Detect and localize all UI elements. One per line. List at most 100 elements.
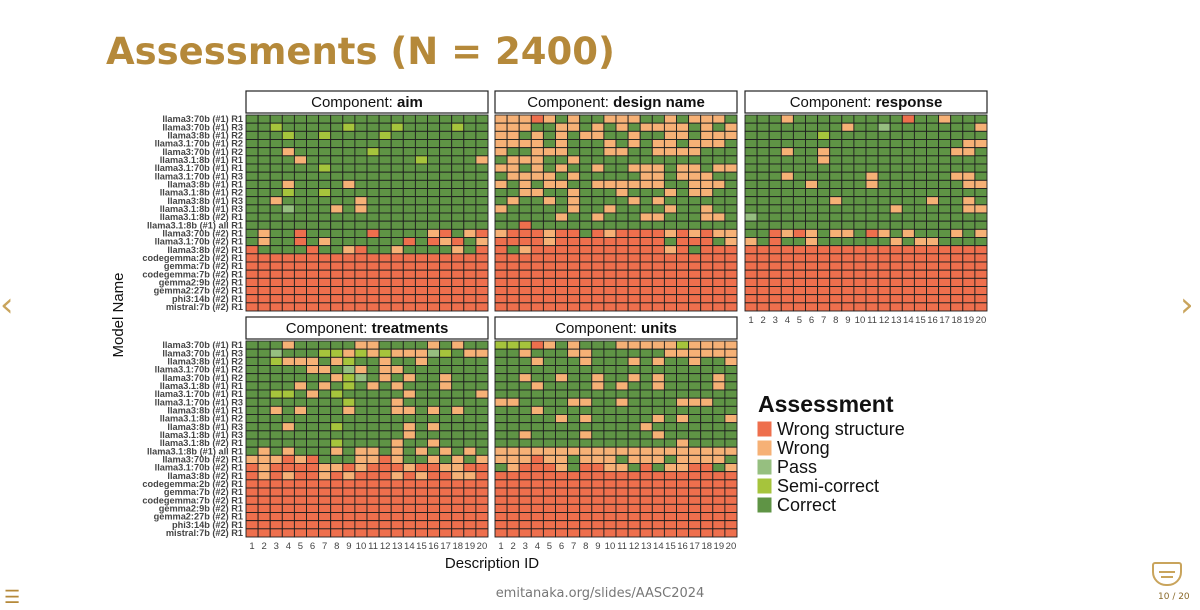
- hamburger-icon[interactable]: ☰: [4, 587, 21, 607]
- heatmap-cell: response | llama3.1:70b (#1) R2 | 7 | Co…: [817, 139, 831, 149]
- heatmap-cell: units | gemma2:9b (#2) R1 | 7 | Wrong st…: [567, 503, 581, 513]
- heatmap-cell: aim | llama3:8b (#1) R1 | 18 | Correct: [451, 179, 465, 189]
- heatmap-cell: units | llama3:70b (#2) R1 | 3 | Wrong: [518, 454, 532, 464]
- heatmap-cell: treatments | llama3.1:70b (#1) R2 | 8 | …: [330, 365, 344, 375]
- heatmap-cell: units | llama3:70b (#1) R2 | 11 | Correc…: [615, 373, 629, 383]
- heatmap-cell: units | gemma2:9b (#2) R1 | 12 | Wrong s…: [627, 503, 641, 513]
- heatmap-cell: treatments | mistral:7b (#2) R1 | 20 | W…: [475, 528, 489, 538]
- heatmap-cell: aim | llama3:70b (#2) R1 | 6 | Correct: [306, 228, 320, 238]
- heatmap-cell: units | llama3:70b (#1) R3 | 11 | Correc…: [615, 348, 629, 358]
- heatmap-cell: design name | llama3:8b (#2) R1 | 5 | Wr…: [542, 245, 556, 255]
- heatmap-cell: aim | llama3:8b (#1) R2 | 19 | Correct: [463, 130, 477, 140]
- heatmap-cell: design name | llama3.1:70b (#1) R3 | 9 |…: [591, 171, 605, 181]
- heatmap-cell: response | mistral:7b (#2) R1 | 20 | Wro…: [974, 302, 988, 312]
- heatmap-cell: design name | phi3:14b (#2) R1 | 20 | Wr…: [724, 294, 738, 304]
- heatmap-cell: aim | llama3:8b (#1) R2 | 3 | Correct: [269, 130, 283, 140]
- heatmap-cell: aim | llama3.1:70b (#1) R2 | 12 | Correc…: [378, 139, 392, 149]
- heatmap-cell: design name | llama3:70b (#1) R2 | 17 | …: [688, 147, 702, 157]
- heatmap-cell: response | llama3.1:8b (#1) R1 | 11 | Co…: [865, 155, 879, 165]
- heatmap-cell: design name | llama3:70b (#2) R1 | 4 | W…: [530, 228, 544, 238]
- heatmap-cell: response | llama3:70b (#1) R3 | 5 | Corr…: [792, 122, 806, 132]
- heatmap-cell: treatments | llama3:8b (#1) R1 | 6 | Cor…: [306, 405, 320, 415]
- heatmap-cell: response | gemma2:9b (#2) R1 | 4 | Wrong…: [780, 277, 794, 287]
- footer-url[interactable]: emitanaka.org/slides/AASC2024: [495, 586, 705, 601]
- heatmap-cell: units | gemma2:27b (#2) R1 | 19 | Wrong …: [712, 512, 726, 522]
- heatmap-cell: units | mistral:7b (#2) R1 | 2 | Wrong s…: [506, 528, 520, 538]
- heatmap-cell: response | llama3:8b (#1) R3 | 3 | Corre…: [768, 196, 782, 206]
- heatmap-cell: treatments | llama3.1:70b (#1) R3 | 13 |…: [390, 397, 404, 407]
- heatmap-cell: treatments | llama3.1:8b (#1) R3 | 20 | …: [475, 430, 489, 440]
- heatmap-cell: response | llama3:8b (#2) R1 | 18 | Wron…: [950, 245, 964, 255]
- heatmap-cell: treatments | llama3:70b (#1) R3 | 14 | W…: [402, 348, 416, 358]
- heatmap-cell: design name | llama3:8b (#1) R2 | 10 | C…: [603, 130, 617, 140]
- heatmap-cell: design name | llama3.1:70b (#1) R3 | 19 …: [712, 171, 726, 181]
- heatmap-cell: response | llama3:70b (#2) R1 | 4 | Wron…: [780, 228, 794, 238]
- legend-swatch: [756, 477, 773, 495]
- heatmap-cell: aim | llama3:8b (#1) R3 | 1 | Correct: [245, 196, 259, 206]
- heatmap-cell: units | llama3.1:8b (#1) R1 | 6 | Correc…: [555, 381, 569, 391]
- heatmap-cell: aim | llama3:70b (#1) R2 | 1 | Correct: [245, 147, 259, 157]
- x-tick-label: 3: [773, 315, 778, 326]
- heatmap-cell: units | llama3:8b (#2) R1 | 8 | Wrong st…: [579, 471, 593, 481]
- x-tick-label: 9: [845, 315, 850, 326]
- heatmap-cell: treatments | llama3:70b (#1) R2 | 6 | Co…: [306, 373, 320, 383]
- heatmap-cell: design name | llama3.1:70b (#1) R1 | 19 …: [712, 163, 726, 173]
- x-tick-label: 8: [583, 541, 588, 552]
- heatmap-cell: units | llama3.1:8b (#1) all R1 | 13 | W…: [639, 446, 653, 456]
- heatmap-cell: design name | llama3.1:70b (#1) R3 | 6 |…: [555, 171, 569, 181]
- heatmap-cell: treatments | codegemma:7b (#2) R1 | 12 |…: [378, 495, 392, 505]
- heatmap-cell: response | llama3.1:8b (#1) R1 | 13 | Co…: [889, 155, 903, 165]
- heatmap-cell: response | llama3.1:8b (#2) R1 | 16 | Co…: [926, 212, 940, 222]
- heatmap-cell: units | llama3:8b (#1) R1 | 20 | Correct: [724, 405, 738, 415]
- heatmap-cell: aim | llama3:8b (#1) R2 | 12 | Semi-corr…: [378, 130, 392, 140]
- heatmap-cell: design name | gemma2:9b (#2) R1 | 2 | Wr…: [506, 277, 520, 287]
- heatmap-cell: treatments | gemma:7b (#2) R1 | 10 | Wro…: [354, 487, 368, 497]
- heatmap-cell: units | llama3:8b (#1) R2 | 20 | Wrong: [724, 356, 738, 366]
- chevron-right-icon[interactable]: ›: [1180, 285, 1194, 325]
- heatmap-cell: aim | mistral:7b (#2) R1 | 10 | Wrong st…: [354, 302, 368, 312]
- heatmap-cell: units | llama3.1:8b (#2) R1 | 19 | Corre…: [712, 438, 726, 448]
- heatmap-cell: design name | llama3:8b (#2) R1 | 16 | W…: [676, 245, 690, 255]
- heatmap-cell: response | llama3:8b (#2) R1 | 12 | Wron…: [877, 245, 891, 255]
- heatmap-cell: response | llama3:8b (#1) R3 | 12 | Corr…: [877, 196, 891, 206]
- heatmap-cell: response | llama3:70b (#1) R1 | 20 | Cor…: [974, 114, 988, 124]
- heatmap-cell: units | llama3:8b (#1) R3 | 16 | Correct: [676, 422, 690, 432]
- heatmap-cell: aim | llama3:8b (#1) R3 | 19 | Correct: [463, 196, 477, 206]
- heatmap-cell: treatments | llama3:70b (#2) R1 | 14 | C…: [402, 454, 416, 464]
- heatmap-cell: aim | llama3.1:8b (#1) R1 | 3 | Correct: [269, 155, 283, 165]
- heatmap-cell: aim | llama3:70b (#2) R1 | 9 | Correct: [342, 228, 356, 238]
- heatmap-cell: treatments | llama3.1:8b (#1) all R1 | 1…: [451, 446, 465, 456]
- heatmap-cell: design name | llama3.1:8b (#2) R1 | 3 | …: [518, 212, 532, 222]
- heatmap-cell: treatments | llama3.1:8b (#1) all R1 | 7…: [318, 446, 332, 456]
- heatmap-cell: response | gemma2:27b (#2) R1 | 12 | Wro…: [877, 286, 891, 296]
- heatmap-cell: aim | llama3.1:70b (#1) R1 | 2 | Correct: [257, 163, 271, 173]
- heatmap-cell: units | llama3:70b (#1) R2 | 19 | Wrong: [712, 373, 726, 383]
- facet-strip-label: Component: units: [555, 320, 677, 337]
- heatmap-cell: response | llama3.1:8b (#1) R2 | 2 | Cor…: [756, 188, 770, 198]
- heatmap-cell: treatments | codegemma:7b (#2) R1 | 6 | …: [306, 495, 320, 505]
- heatmap-cell: aim | llama3.1:8b (#2) R1 | 6 | Correct: [306, 212, 320, 222]
- heatmap-cell: units | llama3:70b (#1) R1 | 15 | Wrong: [663, 340, 677, 350]
- heatmap-cell: aim | llama3:8b (#1) R3 | 4 | Correct: [281, 196, 295, 206]
- heatmap-cell: treatments | llama3:8b (#1) R2 | 19 | Co…: [463, 356, 477, 366]
- heatmap-cell: design name | llama3.1:8b (#1) R1 | 8 | …: [579, 155, 593, 165]
- heatmap-cell: aim | llama3.1:70b (#1) R3 | 4 | Correct: [281, 171, 295, 181]
- heatmap-cell: response | llama3:70b (#1) R1 | 1 | Corr…: [744, 114, 758, 124]
- heatmap-cell: response | llama3.1:70b (#1) R1 | 19 | C…: [962, 163, 976, 173]
- heatmap-cell: units | llama3.1:8b (#2) R1 | 8 | Correc…: [579, 438, 593, 448]
- heatmap-cell: response | llama3.1:70b (#1) R1 | 12 | C…: [877, 163, 891, 173]
- heatmap-cell: units | llama3:8b (#1) R3 | 5 | Correct: [542, 422, 556, 432]
- heatmap-cell: treatments | codegemma:7b (#2) R1 | 10 |…: [354, 495, 368, 505]
- heatmap-cell: aim | codegemma:7b (#2) R1 | 11 | Wrong …: [366, 269, 380, 279]
- heatmap-cell: response | llama3.1:70b (#1) R1 | 7 | Co…: [817, 163, 831, 173]
- chevron-left-icon[interactable]: ‹: [0, 285, 14, 325]
- heatmap-cell: aim | llama3:8b (#2) R1 | 15 | Correct: [414, 245, 428, 255]
- heatmap-cell: treatments | llama3:8b (#1) R1 | 4 | Cor…: [281, 405, 295, 415]
- heatmap-cell: units | gemma:7b (#2) R1 | 7 | Wrong str…: [567, 487, 581, 497]
- heatmap-cell: design name | llama3.1:8b (#1) R1 | 11 |…: [615, 155, 629, 165]
- heatmap-cell: aim | llama3.1:8b (#1) all R1 | 14 | Cor…: [402, 220, 416, 230]
- heatmap-cell: aim | gemma2:9b (#2) R1 | 15 | Wrong str…: [414, 277, 428, 287]
- heatmap-cell: treatments | llama3.1:70b (#1) R3 | 19 |…: [463, 397, 477, 407]
- heatmap-cell: treatments | llama3.1:70b (#1) R1 | 10 |…: [354, 389, 368, 399]
- heatmap-cell: response | llama3:8b (#1) R2 | 2 | Corre…: [756, 130, 770, 140]
